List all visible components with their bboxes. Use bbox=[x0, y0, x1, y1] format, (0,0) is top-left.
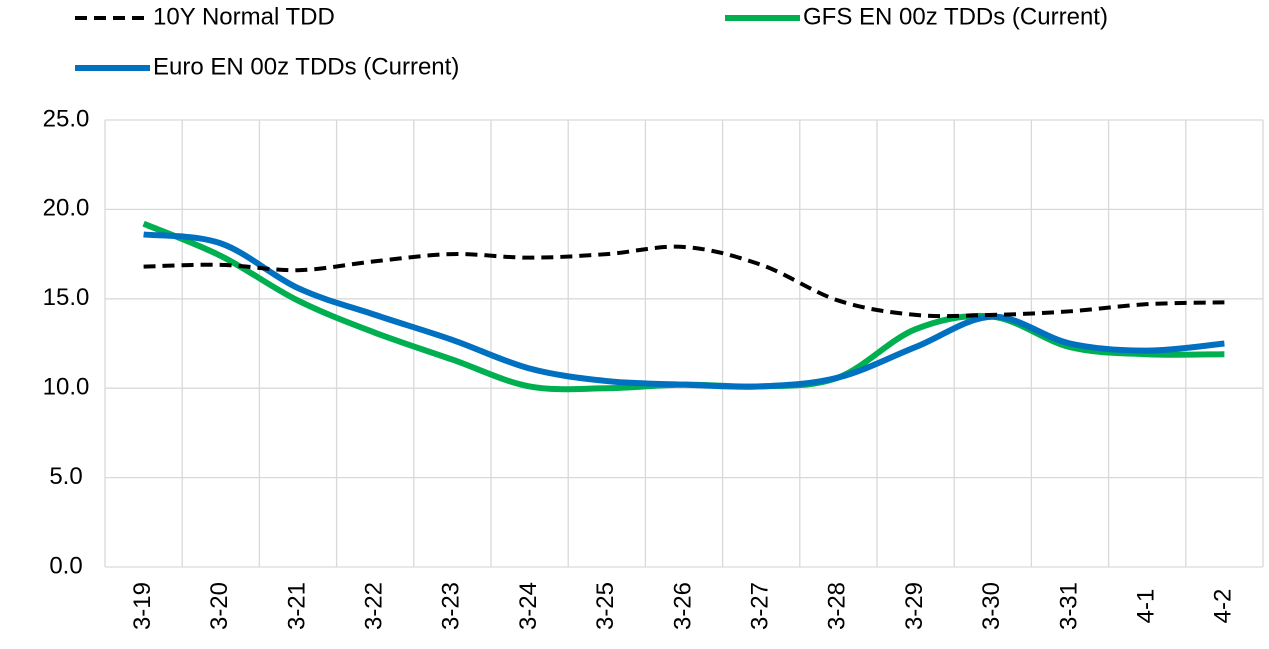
x-tick-label: 3-21 bbox=[283, 582, 310, 630]
y-tick-label: 25.0 bbox=[43, 105, 90, 132]
legend-label: Euro EN 00z TDDs (Current) bbox=[153, 53, 459, 80]
x-tick-label: 3-25 bbox=[592, 582, 619, 630]
x-tick-label: 4-2 bbox=[1210, 589, 1237, 624]
x-tick-label: 3-23 bbox=[438, 582, 465, 630]
y-tick-label: 20.0 bbox=[43, 195, 90, 222]
series-line bbox=[143, 231, 1225, 390]
x-tick-label: 3-22 bbox=[361, 582, 388, 630]
x-tick-label: 4-1 bbox=[1133, 589, 1160, 624]
x-tick-label: 3-27 bbox=[747, 582, 774, 630]
x-tick-label: 3-20 bbox=[206, 582, 233, 630]
y-tick-label: 5.0 bbox=[49, 463, 82, 490]
x-tick-label: 3-26 bbox=[669, 582, 696, 630]
y-tick-label: 0.0 bbox=[49, 552, 82, 579]
x-tick-label: 3-28 bbox=[824, 582, 851, 630]
x-tick-label: 3-24 bbox=[515, 582, 542, 630]
x-tick-label: 3-30 bbox=[978, 582, 1005, 630]
y-tick-label: 10.0 bbox=[43, 374, 90, 401]
x-tick-label: 3-31 bbox=[1055, 582, 1082, 630]
legend-label: 10Y Normal TDD bbox=[153, 3, 335, 30]
series-line bbox=[143, 244, 1225, 319]
x-tick-label: 3-29 bbox=[901, 582, 928, 630]
y-tick-label: 15.0 bbox=[43, 284, 90, 311]
legend-label: GFS EN 00z TDDs (Current) bbox=[803, 3, 1108, 30]
x-tick-label: 3-19 bbox=[129, 582, 156, 630]
